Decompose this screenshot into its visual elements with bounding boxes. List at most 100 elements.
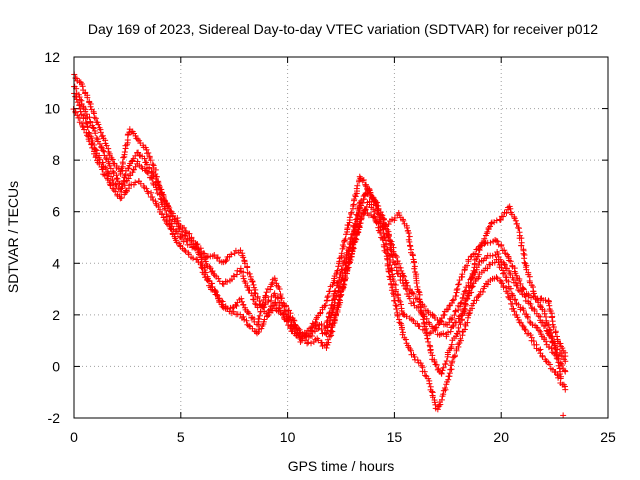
x-tick-label: 10	[280, 429, 296, 445]
data-point	[487, 239, 494, 246]
data-point	[410, 299, 417, 306]
data-point	[357, 216, 364, 223]
data-point	[499, 270, 506, 277]
data-point	[475, 293, 482, 300]
data-point	[352, 235, 359, 242]
data-point	[419, 312, 426, 319]
data-point	[449, 358, 456, 365]
grid-lines	[74, 57, 608, 418]
data-point	[507, 205, 514, 212]
data-point	[543, 338, 550, 345]
data-point	[246, 310, 253, 317]
data-point	[544, 322, 551, 329]
data-point	[526, 318, 533, 325]
data-point	[267, 286, 274, 293]
data-point	[475, 251, 482, 258]
data-point	[219, 280, 226, 287]
data-point	[439, 367, 446, 374]
y-tick-label: 8	[52, 152, 60, 168]
data-point	[223, 257, 230, 264]
data-point	[362, 206, 369, 213]
data-point	[428, 388, 435, 395]
data-point	[337, 293, 344, 300]
data-point	[109, 156, 116, 163]
data-point	[455, 281, 462, 288]
data-point	[181, 247, 188, 254]
data-point	[486, 223, 493, 230]
y-tick-label: 10	[44, 101, 60, 117]
data-point	[103, 142, 110, 149]
data-point	[530, 290, 537, 297]
data-point	[211, 288, 218, 295]
data-point	[405, 230, 412, 237]
data-point	[401, 273, 408, 280]
data-point	[213, 291, 220, 298]
data-point	[520, 250, 527, 257]
data-point	[498, 278, 505, 285]
data-point	[356, 220, 363, 227]
data-point	[338, 250, 345, 257]
data-point	[245, 309, 252, 316]
data-point	[334, 279, 341, 286]
data-point	[329, 282, 336, 289]
data-point	[88, 135, 95, 142]
data-point	[392, 261, 399, 268]
data-point	[242, 260, 249, 267]
data-point	[456, 277, 463, 284]
data-point	[333, 311, 340, 318]
data-point	[484, 265, 491, 272]
data-point	[339, 242, 346, 249]
data-point	[407, 347, 414, 354]
data-point	[346, 214, 353, 221]
data-point	[551, 342, 558, 349]
data-point	[215, 275, 222, 282]
data-point	[102, 155, 109, 162]
data-point	[250, 281, 257, 288]
data-point	[509, 300, 516, 307]
data-point	[375, 220, 382, 227]
data-point	[188, 237, 195, 244]
data-point	[228, 251, 235, 258]
data-point	[81, 126, 88, 133]
data-point	[337, 270, 344, 277]
data-point	[400, 217, 407, 224]
data-point	[451, 312, 458, 319]
data-point	[438, 396, 445, 403]
data-point	[457, 335, 464, 342]
data-point	[250, 296, 257, 303]
data-point	[448, 341, 455, 348]
data-point	[384, 262, 391, 269]
data-point	[479, 288, 486, 295]
data-point	[141, 155, 148, 162]
data-point	[443, 358, 450, 365]
data-point	[524, 314, 531, 321]
data-point	[76, 94, 83, 101]
data-point	[433, 361, 440, 368]
data-point	[353, 185, 360, 192]
data-point	[440, 330, 447, 337]
data-point	[504, 290, 511, 297]
data-point	[489, 252, 496, 259]
data-point	[88, 141, 95, 148]
data-point	[385, 268, 392, 275]
data-point	[347, 254, 354, 261]
data-point	[435, 365, 442, 372]
data-point	[494, 238, 501, 245]
data-point	[256, 302, 263, 309]
data-point	[262, 300, 269, 307]
data-point	[548, 314, 555, 321]
data-point	[181, 232, 188, 239]
data-point	[460, 294, 467, 301]
data-point	[182, 233, 189, 240]
data-point	[253, 301, 260, 308]
data-point	[76, 102, 83, 109]
data-point	[378, 211, 385, 218]
data-point	[442, 360, 449, 367]
data-point	[201, 250, 208, 257]
data-point	[534, 324, 541, 331]
data-point	[256, 312, 263, 319]
data-point	[397, 298, 404, 305]
data-point	[115, 184, 122, 191]
data-point	[500, 213, 507, 220]
data-point	[213, 255, 220, 262]
